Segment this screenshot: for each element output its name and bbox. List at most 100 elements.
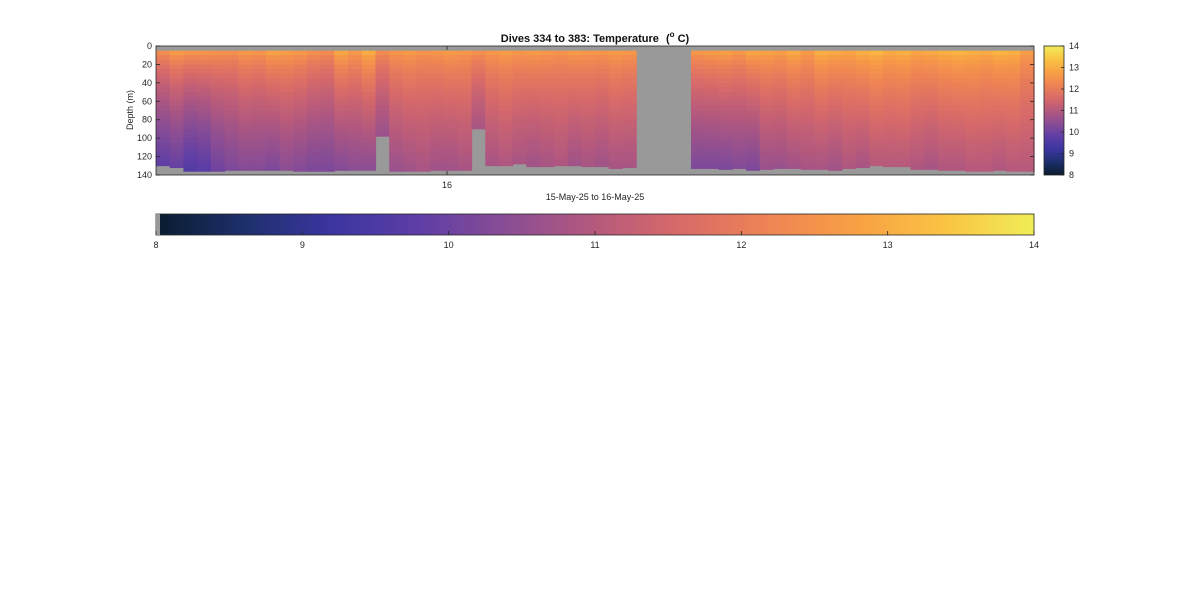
heatmap-cell [375,55,390,61]
heatmap-cell [348,59,363,65]
heatmap-cell [951,110,967,116]
heatmap-cell [732,115,747,121]
heatmap-cell [869,64,884,70]
heatmap-cell [608,55,624,61]
heatmap-cell [444,133,459,139]
heatmap-cell [553,87,569,93]
heatmap-cell [855,69,870,75]
heatmap-cell [293,96,308,102]
heatmap-cell [910,50,925,56]
heatmap-cell [581,96,596,102]
heatmap-cell [800,138,816,144]
heatmap-cell [320,170,335,172]
heatmap-cell [457,151,473,157]
heatmap-cell [156,151,171,157]
heatmap-cell [306,69,322,75]
heatmap-cell [361,138,377,144]
heatmap-cell [224,128,239,134]
heatmap-cell [745,69,761,75]
heatmap-cell [1006,115,1021,121]
heatmap-cell [279,115,294,121]
heatmap-cell [375,73,390,79]
heatmap-cell [937,110,953,116]
heatmap-cell [457,96,473,102]
heatmap-cell [883,64,898,70]
heatmap-cell [375,87,390,93]
heatmap-cell [800,78,816,84]
heatmap-cell [485,50,500,56]
heatmap-cell [526,161,541,167]
heatmap-cell [156,82,171,88]
heatmap-cell [402,55,418,61]
heatmap-cell [540,119,555,125]
heatmap-cell [224,69,239,75]
heatmap-cell [252,142,267,148]
heatmap-cell [402,105,418,111]
horizontal-colorbar-tick-label: 14 [1029,240,1039,250]
heatmap-cell [197,50,212,56]
heatmap-cell [293,105,308,111]
heatmap-cell [910,128,925,134]
heatmap-cell [937,87,953,93]
heatmap-cell [718,161,733,167]
heatmap-cell [567,161,582,167]
heatmap-cell [622,124,637,130]
heatmap-cell [759,161,774,167]
heatmap-cell [512,161,528,165]
heatmap-cell [869,128,884,134]
heatmap-cell [567,119,582,125]
heatmap-cell [197,147,212,153]
heatmap-cell [293,170,308,172]
heatmap-cell [361,69,377,75]
heatmap-cell [183,110,198,116]
heatmap-cell [265,59,281,65]
heatmap-cell [402,82,418,88]
heatmap-cell [444,50,459,56]
heatmap-cell [1020,165,1035,171]
heatmap-cell [279,64,294,70]
heatmap-cell [293,119,308,125]
heatmap-cell [169,50,185,56]
heatmap-cell [595,78,610,84]
heatmap-cell [265,87,281,93]
heatmap-cell [608,115,624,121]
heatmap-cell [1006,101,1021,107]
heatmap-cell [526,73,541,79]
heatmap-cell [759,92,774,98]
heatmap-cell [869,110,884,116]
heatmap-cell [498,101,514,107]
heatmap-cell [540,165,555,168]
heatmap-cell [183,165,198,171]
heatmap-cell [183,151,198,157]
heatmap-cell [979,82,994,88]
heatmap-cell [444,142,459,148]
heatmap-cell [1006,82,1021,88]
heatmap-cell [197,73,212,79]
heatmap-cell [238,64,253,70]
heatmap-cell [389,151,404,157]
heatmap-cell [238,92,253,98]
heatmap-cell [279,59,294,65]
heatmap-cell [814,92,829,98]
heatmap-cell [732,161,747,167]
heatmap-cell [759,87,774,93]
heatmap-cell [704,87,720,93]
heatmap-cell [773,110,788,116]
heatmap-cell [869,105,884,111]
heatmap-cell [732,64,747,70]
heatmap-cell [910,138,925,144]
heatmap-cell [444,82,459,88]
heatmap-cell [238,151,253,157]
heatmap-cell [512,50,528,56]
heatmap-cell [787,128,802,134]
heatmap-cell [238,55,253,61]
heatmap-cell [855,73,870,79]
y-tick-label: 40 [142,78,152,88]
heatmap-cell [937,78,953,84]
heatmap-cell [869,161,884,167]
heatmap-cell [732,96,747,102]
heatmap-cell [979,119,994,125]
heatmap-cell [210,64,226,70]
heatmap-cell [540,55,555,61]
heatmap-cell [293,101,308,107]
